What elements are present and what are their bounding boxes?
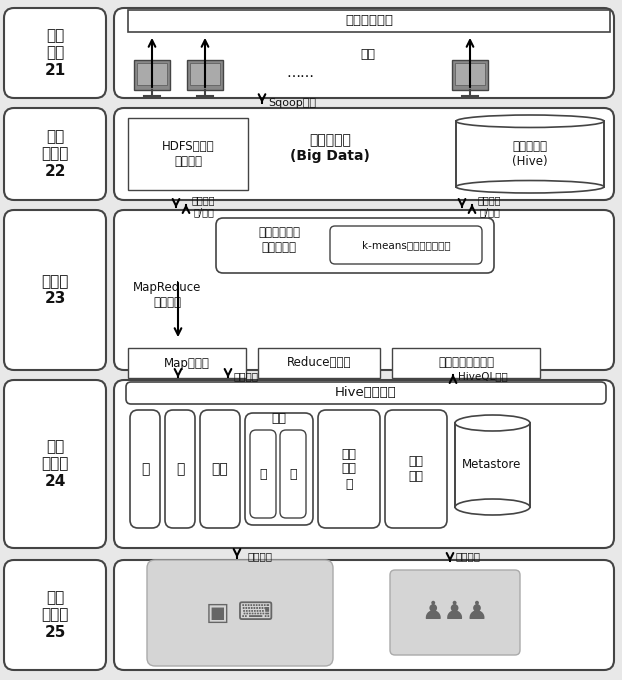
FancyBboxPatch shape [250,430,276,518]
FancyBboxPatch shape [130,410,160,528]
FancyBboxPatch shape [200,410,240,528]
FancyBboxPatch shape [280,430,306,518]
Text: 结果显示: 结果显示 [248,551,273,561]
Bar [455,423,530,507]
Text: 用户自定义函数库: 用户自定义函数库 [438,356,494,369]
FancyBboxPatch shape [4,210,106,370]
FancyBboxPatch shape [216,218,494,273]
Text: 正常
数据: 正常 数据 [409,455,424,483]
Text: 桶: 桶 [176,462,184,476]
Text: 数据
源层
21: 数据 源层 21 [44,28,66,78]
Bar [455,63,485,85]
Text: 计算层
23: 计算层 23 [41,274,68,306]
Text: 桶: 桶 [289,468,297,481]
FancyBboxPatch shape [4,560,106,670]
Text: Hive查询分析: Hive查询分析 [335,386,397,400]
Text: 用户请求: 用户请求 [455,551,480,561]
Text: 分区: 分区 [271,411,287,424]
Bar [392,348,540,378]
Text: 结果
显示层
25: 结果 显示层 25 [41,590,68,640]
Text: 倾斜
的数
据: 倾斜 的数 据 [341,447,356,490]
FancyBboxPatch shape [245,413,313,525]
Bar [258,348,380,378]
Ellipse shape [455,499,530,515]
Text: 大数据获
取/存储: 大数据获 取/存储 [478,195,501,217]
Text: Sqoop导入: Sqoop导入 [268,98,316,108]
Text: HiveQL语言: HiveQL语言 [458,371,508,381]
Bar [128,10,610,32]
Text: 桶: 桶 [259,468,267,481]
FancyBboxPatch shape [4,380,106,548]
Bar [456,121,604,187]
Bar [128,348,246,378]
Ellipse shape [456,180,604,193]
FancyBboxPatch shape [114,210,614,370]
Text: Metastore: Metastore [462,458,522,471]
FancyBboxPatch shape [4,8,106,98]
Text: 云数据仓库
(Hive): 云数据仓库 (Hive) [512,140,548,168]
FancyBboxPatch shape [114,8,614,98]
Text: ▣ ⌨: ▣ ⌨ [206,601,274,625]
Text: HDFS分布式
文件系统: HDFS分布式 文件系统 [162,140,215,168]
FancyBboxPatch shape [165,410,195,528]
FancyBboxPatch shape [318,410,380,528]
Text: 日志接收处理: 日志接收处理 [345,14,393,27]
Text: Map函数库: Map函数库 [164,356,210,369]
Text: 分区: 分区 [211,462,228,476]
Text: 数据
分析层
24: 数据 分析层 24 [41,439,68,489]
FancyBboxPatch shape [385,410,447,528]
FancyBboxPatch shape [147,560,333,666]
Text: 传送: 传送 [361,48,376,61]
Bar [452,60,488,90]
FancyBboxPatch shape [330,226,482,264]
FancyBboxPatch shape [114,560,614,670]
Text: ♟♟♟: ♟♟♟ [422,600,488,624]
Bar [187,60,223,90]
Text: 计算结果: 计算结果 [234,371,259,381]
Text: Reduce函数库: Reduce函数库 [287,356,351,369]
Bar [134,60,170,90]
Bar [190,63,220,85]
Text: MapReduce
并行计算: MapReduce 并行计算 [133,281,201,309]
FancyBboxPatch shape [4,108,106,200]
FancyBboxPatch shape [390,570,520,655]
Text: 数据
存储层
22: 数据 存储层 22 [41,129,68,179]
Text: k-means聚类分布式算法: k-means聚类分布式算法 [361,240,450,250]
Ellipse shape [455,415,530,431]
Bar [128,118,248,190]
Text: 云中大数据
(Big Data): 云中大数据 (Big Data) [290,133,370,163]
Bar [137,63,167,85]
FancyBboxPatch shape [126,382,606,404]
FancyBboxPatch shape [114,380,614,548]
Text: 复杂计算分布
式处理模块: 复杂计算分布 式处理模块 [258,226,300,254]
Ellipse shape [456,115,604,127]
Text: 大数据获
取/存储: 大数据获 取/存储 [192,195,215,217]
FancyBboxPatch shape [114,108,614,200]
Text: 桶: 桶 [141,462,149,476]
Text: ……: …… [286,66,314,80]
